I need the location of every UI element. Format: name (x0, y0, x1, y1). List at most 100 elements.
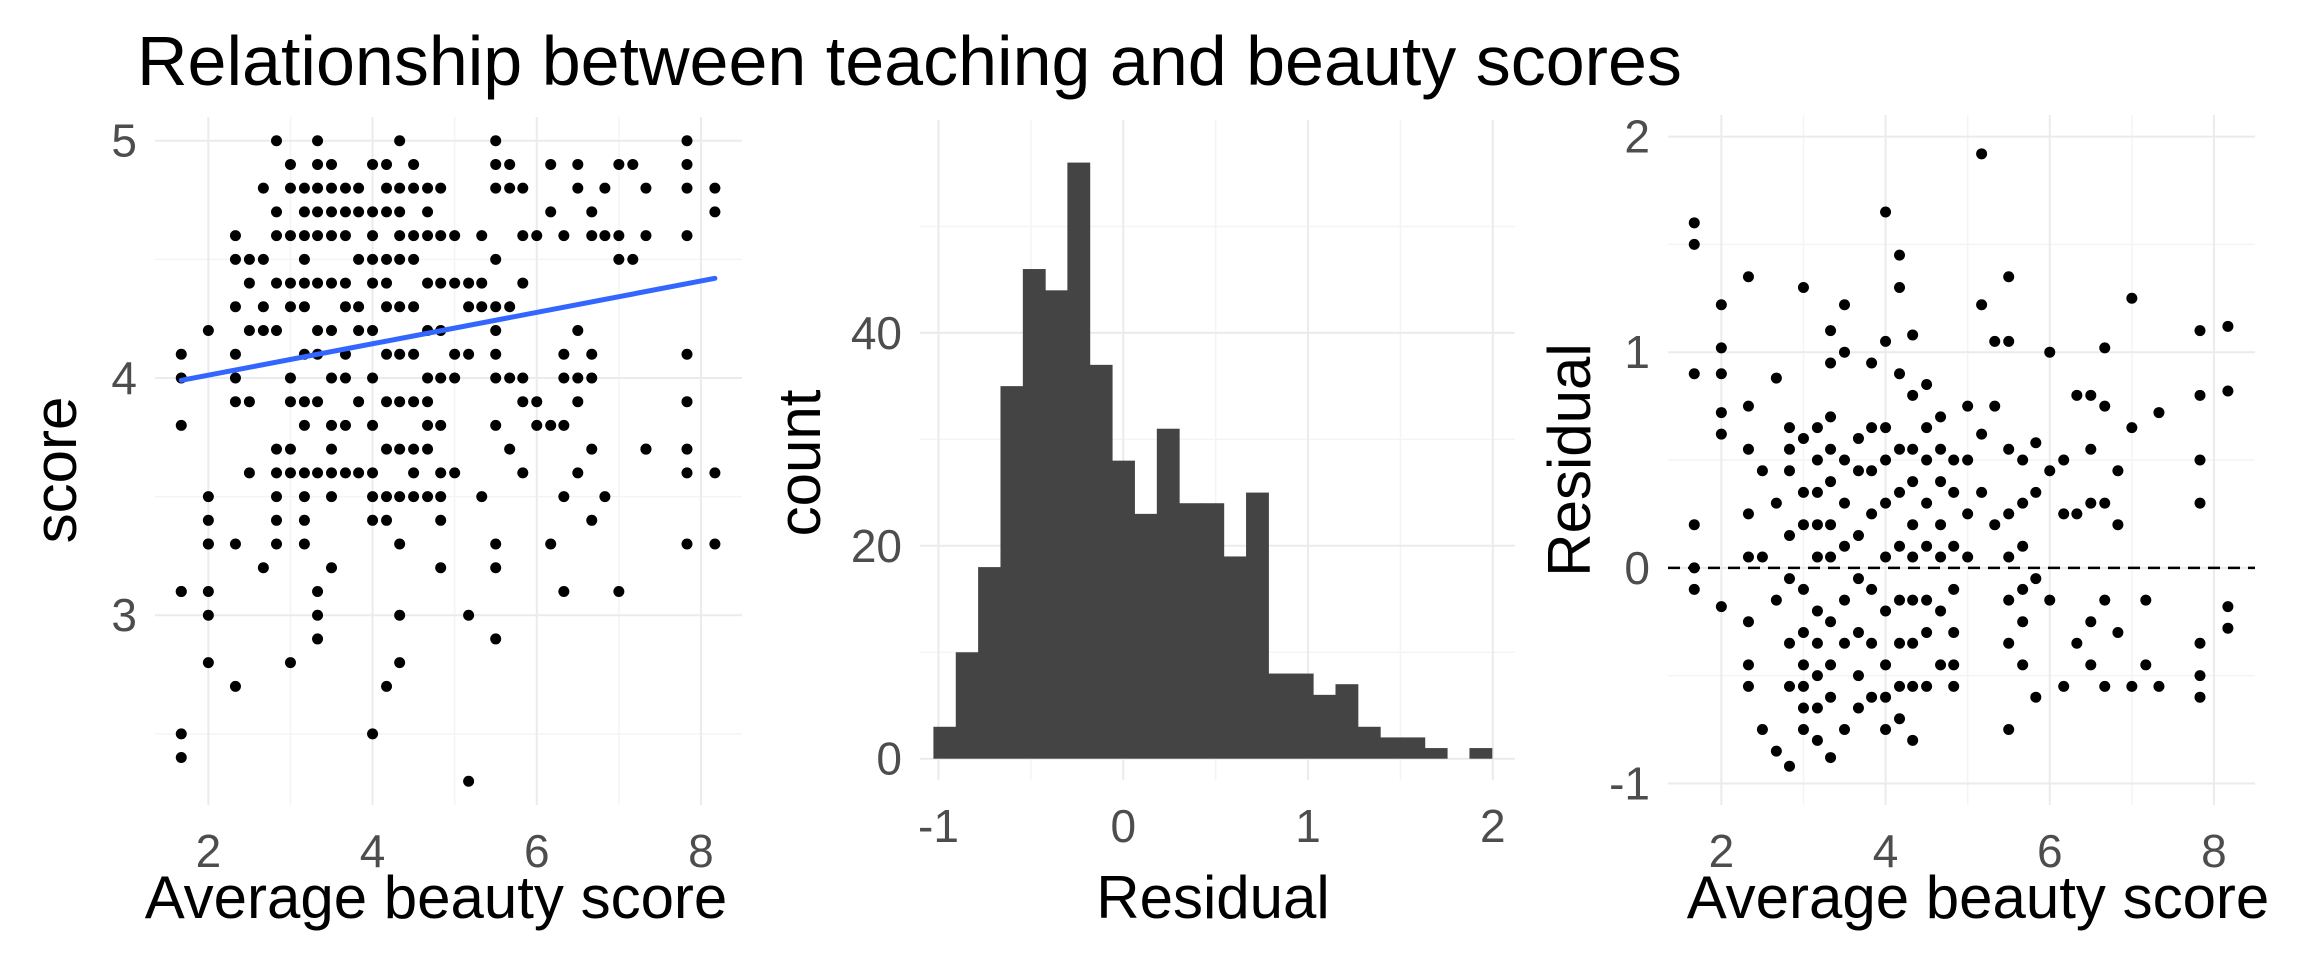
histogram-bar (1089, 364, 1113, 759)
data-point (394, 182, 406, 194)
data-point (2030, 573, 2042, 585)
x-tick-label: 2 (196, 825, 222, 877)
data-point (202, 325, 214, 337)
data-point (353, 325, 365, 337)
data-point (1962, 551, 1974, 563)
data-point (353, 206, 365, 218)
data-point (312, 633, 324, 645)
histogram-bar (1067, 162, 1091, 759)
data-point (1935, 551, 1947, 563)
data-point (284, 158, 296, 170)
x-tick-label: 8 (2201, 825, 2227, 877)
data-point (2194, 497, 2206, 509)
data-point (408, 301, 420, 313)
data-point (476, 301, 488, 313)
data-point (1839, 637, 1851, 649)
data-point (2194, 691, 2206, 703)
data-point (1811, 734, 1823, 746)
data-point (1811, 702, 1823, 714)
data-point (1839, 497, 1851, 509)
data-point (408, 253, 420, 265)
data-point (1935, 411, 1947, 423)
data-point (298, 514, 310, 526)
data-point (1976, 299, 1988, 311)
data-point (709, 538, 721, 550)
data-point (2222, 622, 2234, 634)
data-point (312, 585, 324, 597)
data-point (517, 182, 529, 194)
data-point (243, 253, 255, 265)
data-point (408, 230, 420, 242)
data-point (435, 467, 447, 479)
data-point (1797, 627, 1809, 638)
data-point (1797, 486, 1809, 498)
data-point (326, 372, 338, 384)
data-point (2017, 616, 2029, 628)
data-point (1866, 583, 1878, 595)
data-point (326, 277, 338, 289)
data-point (490, 562, 502, 574)
data-point (339, 419, 351, 431)
data-point (1894, 282, 1906, 293)
data-point (490, 253, 502, 265)
data-point (1756, 465, 1768, 477)
data-point (2112, 465, 2124, 477)
data-point (175, 752, 187, 764)
data-point (681, 135, 693, 147)
data-point (1894, 637, 1906, 649)
data-point (1784, 422, 1796, 434)
data-point (312, 206, 324, 218)
data-point (1742, 680, 1754, 692)
data-point (1688, 519, 1700, 531)
data-point (271, 443, 283, 455)
data-point (229, 348, 241, 360)
data-point (1784, 465, 1796, 477)
data-point (257, 325, 269, 337)
histogram-bar (1402, 737, 1426, 759)
data-point (1962, 400, 1974, 412)
data-point (449, 277, 461, 289)
data-point (1784, 760, 1796, 772)
data-point (1907, 551, 1919, 563)
data-point (627, 158, 639, 170)
score-panel-x-axis-title: Average beauty score (145, 864, 728, 931)
data-point (558, 372, 570, 384)
histogram-bar (1112, 460, 1135, 759)
histogram-marks (933, 162, 1493, 759)
data-point (490, 419, 502, 431)
data-point (1742, 508, 1754, 520)
data-point (1976, 428, 1988, 440)
data-point (2017, 659, 2029, 671)
data-point (1688, 238, 1700, 250)
data-point (408, 467, 420, 479)
data-point (1825, 752, 1837, 764)
data-point (381, 301, 393, 313)
data-point (2085, 497, 2097, 509)
data-point (312, 325, 324, 337)
data-point (1894, 368, 1906, 380)
score-panel-ticks: 2 4 6 8 3 4 5 (111, 115, 713, 877)
data-point (312, 230, 324, 242)
data-point (2017, 540, 2029, 552)
data-point (435, 491, 447, 503)
data-point (558, 348, 570, 360)
data-point (394, 135, 406, 147)
data-point (381, 396, 393, 408)
data-point (312, 396, 324, 408)
data-point (1948, 627, 1960, 638)
data-point (449, 230, 461, 242)
data-point (1825, 443, 1837, 455)
residual-panel-ticks: 2 4 6 8 -1 0 1 2 (1609, 111, 2227, 877)
data-point (1811, 454, 1823, 466)
data-point (367, 206, 379, 218)
data-point (1880, 422, 1892, 434)
data-point (2112, 519, 2124, 531)
data-point (408, 348, 420, 360)
data-point (1742, 443, 1754, 455)
data-point (381, 348, 393, 360)
data-point (504, 158, 516, 170)
data-point (1907, 329, 1919, 341)
data-point (202, 585, 214, 597)
data-point (1852, 670, 1864, 682)
